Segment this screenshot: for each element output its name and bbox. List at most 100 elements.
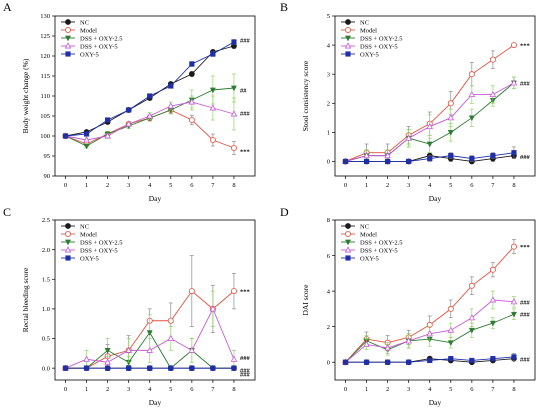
x-tick-label: 5 bbox=[169, 182, 172, 189]
y-tick-label: 90 bbox=[44, 173, 51, 180]
data-point bbox=[209, 104, 217, 111]
data-point bbox=[210, 51, 216, 57]
x-tick-label: 3 bbox=[407, 386, 410, 393]
legend-marker bbox=[344, 35, 352, 42]
legend-label: DSS + OXY-5 bbox=[360, 43, 398, 50]
significance-mark: ### bbox=[520, 299, 531, 306]
data-point bbox=[447, 100, 454, 107]
data-point bbox=[83, 143, 90, 150]
x-tick-label: 8 bbox=[512, 182, 515, 189]
data-point bbox=[448, 153, 454, 159]
legend-marker bbox=[345, 255, 351, 261]
data-point bbox=[62, 365, 69, 371]
data-point bbox=[510, 243, 517, 250]
x-tick-label: 7 bbox=[211, 182, 215, 189]
legend-label: DSS + OXY-2.5 bbox=[80, 35, 123, 42]
data-point bbox=[490, 153, 496, 159]
data-point bbox=[468, 327, 475, 334]
data-point bbox=[384, 344, 391, 351]
legend-label: OXY-5 bbox=[80, 51, 99, 58]
legend-label: DSS + OXY-2.5 bbox=[360, 35, 403, 42]
data-point bbox=[126, 365, 132, 371]
data-point bbox=[427, 155, 433, 162]
data-point bbox=[230, 85, 237, 92]
x-axis-title: Day bbox=[429, 398, 442, 407]
y-tick-label: 1 bbox=[327, 130, 330, 137]
data-point bbox=[342, 158, 349, 165]
y-tick-label: 0 bbox=[327, 159, 330, 166]
x-tick-label: 5 bbox=[449, 386, 452, 393]
x-tick-label: 4 bbox=[428, 386, 432, 393]
panel-b: B 0 1 2 3 4 5 0 1 2 3 4 5 6 7 8 Day Stool consistency sco… bbox=[280, 0, 536, 203]
data-point bbox=[104, 358, 111, 365]
data-point bbox=[146, 330, 153, 336]
y-tick-label: 8 bbox=[327, 217, 330, 224]
legend-label: Model bbox=[360, 27, 377, 34]
x-tick-label: 6 bbox=[190, 386, 194, 393]
x-tick-label: 4 bbox=[148, 182, 152, 189]
data-point bbox=[83, 365, 90, 371]
x-tick-label: 3 bbox=[407, 182, 410, 189]
significance-mark: ## bbox=[240, 88, 247, 95]
data-point bbox=[385, 359, 391, 365]
x-tick-label: 1 bbox=[365, 386, 368, 393]
y-tick-label: 2.0 bbox=[42, 247, 50, 254]
x-tick-label: 7 bbox=[491, 182, 495, 189]
panel-letter: B bbox=[280, 0, 288, 14]
data-point bbox=[146, 346, 153, 353]
data-point bbox=[188, 117, 195, 124]
data-point bbox=[468, 314, 476, 321]
data-point bbox=[510, 79, 518, 86]
data-point bbox=[147, 93, 153, 99]
data-point bbox=[405, 337, 412, 344]
legend-label: NC bbox=[360, 19, 369, 26]
significance-mark: ### bbox=[240, 355, 251, 362]
data-point bbox=[490, 356, 496, 362]
x-tick-label: 1 bbox=[85, 182, 88, 189]
significance-mark: ### bbox=[520, 154, 531, 161]
legend-marker bbox=[65, 51, 71, 57]
data-point bbox=[489, 266, 496, 273]
data-point bbox=[489, 90, 497, 98]
data-point bbox=[363, 158, 370, 165]
x-tick-label: 7 bbox=[211, 386, 215, 393]
legend-label: OXY-5 bbox=[360, 255, 379, 262]
series-dss-oxy-5 bbox=[342, 290, 518, 365]
data-point bbox=[511, 354, 517, 360]
y-tick-label: 1.5 bbox=[42, 276, 50, 283]
x-tick-label: 3 bbox=[127, 182, 130, 189]
data-point bbox=[230, 355, 238, 362]
data-point bbox=[230, 288, 237, 295]
x-tick-label: 2 bbox=[106, 386, 109, 393]
legend-marker bbox=[65, 19, 71, 25]
data-point bbox=[406, 359, 412, 365]
x-tick-label: 3 bbox=[127, 386, 130, 393]
plot-frame bbox=[334, 219, 536, 381]
significance-mark: ### bbox=[240, 368, 251, 375]
significance-mark: ### bbox=[520, 80, 531, 87]
data-point bbox=[168, 365, 174, 371]
data-point bbox=[189, 365, 195, 371]
data-point bbox=[363, 359, 370, 365]
panel-c: C 0.0 0.5 1.0 1.5 2.0 2.5 0 1 2 3 4 5 6 7 8 Day Rectal bl… bbox=[3, 205, 256, 407]
data-point bbox=[448, 356, 454, 362]
x-axis-title: Day bbox=[149, 398, 162, 407]
legend-marker bbox=[344, 26, 351, 33]
plot-frame bbox=[54, 219, 256, 381]
data-point bbox=[83, 131, 90, 137]
x-tick-label: 0 bbox=[344, 386, 347, 393]
legend-label: NC bbox=[80, 223, 89, 230]
data-point bbox=[489, 56, 496, 63]
data-point bbox=[209, 87, 216, 94]
y-tick-label: 125 bbox=[40, 33, 50, 40]
y-axis-title: DAI score bbox=[301, 284, 310, 316]
legend-label: DSS + OXY-5 bbox=[80, 247, 118, 254]
y-axis-title: Rectal bleeding score bbox=[21, 267, 30, 332]
legend-label: NC bbox=[80, 19, 89, 26]
data-point bbox=[231, 39, 237, 45]
data-point bbox=[447, 130, 454, 136]
data-point bbox=[468, 282, 475, 289]
series-oxy-5 bbox=[62, 365, 237, 371]
data-point bbox=[105, 365, 111, 371]
